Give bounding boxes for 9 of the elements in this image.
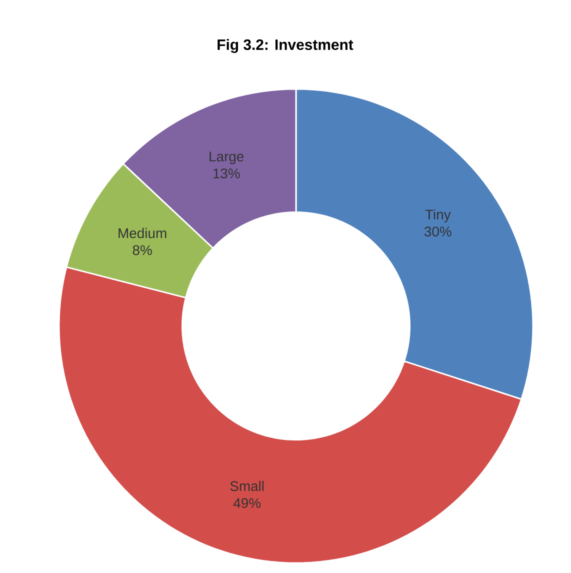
data-label: 13% <box>213 168 240 178</box>
data-label: 30% <box>424 226 452 237</box>
data-label: 49% <box>233 498 261 508</box>
chart-title: Fig 3.2: Investment <box>218 38 354 53</box>
slice-label: Small <box>230 480 264 492</box>
slice-label: Tiny <box>425 209 451 222</box>
slice-label: Large <box>210 152 244 164</box>
data-label: 8% <box>132 245 152 256</box>
slice-label: Medium <box>118 228 166 238</box>
